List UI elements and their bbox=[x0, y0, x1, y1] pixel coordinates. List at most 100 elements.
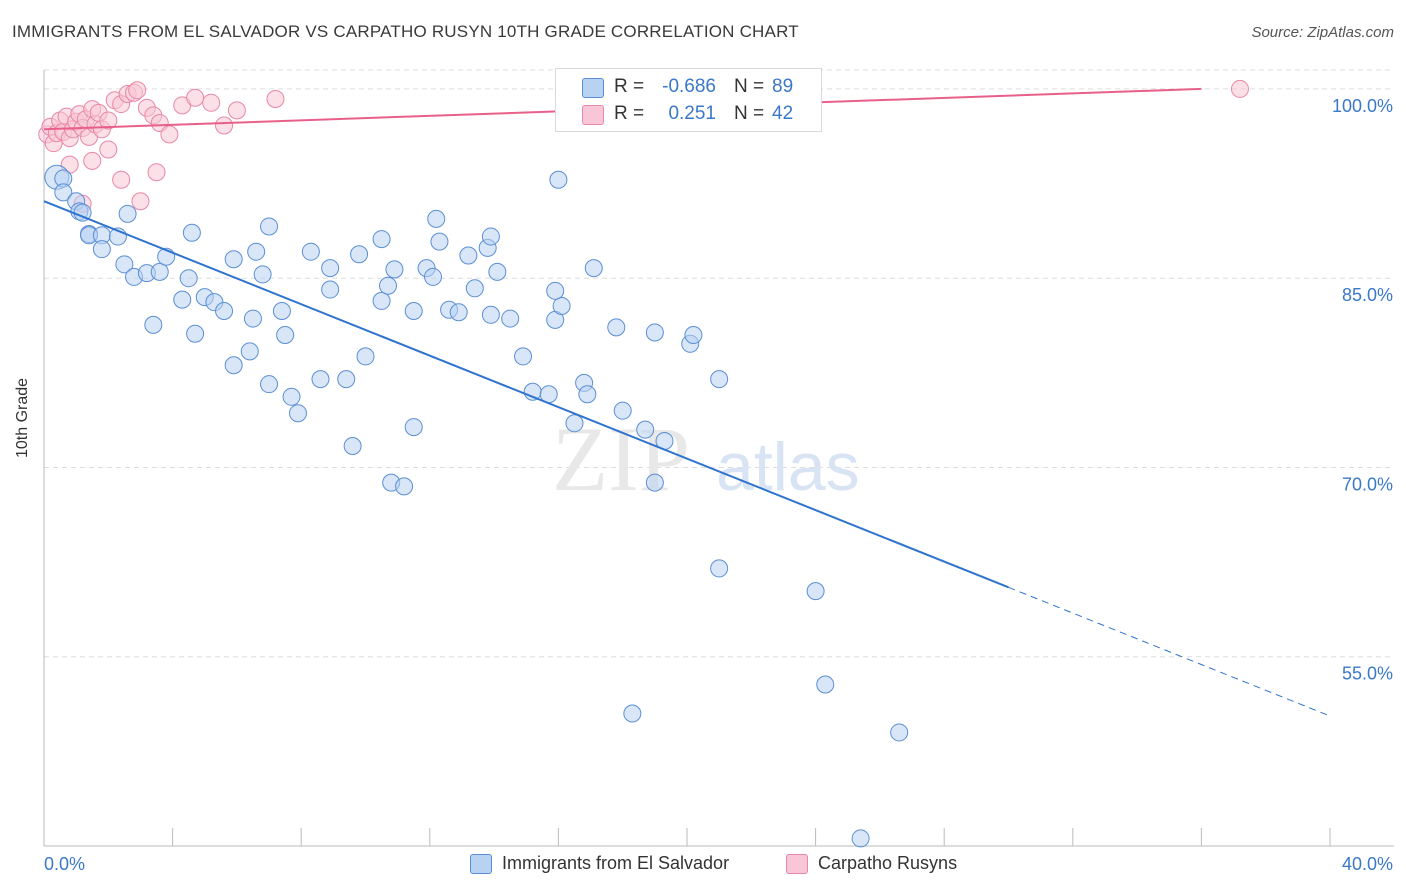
trend-lines bbox=[43, 87, 1331, 717]
data-point-el-salvador bbox=[272, 302, 291, 321]
data-point-el-salvador bbox=[186, 324, 205, 343]
legend-n-value: 89 bbox=[772, 76, 794, 97]
data-point-el-salvador bbox=[179, 269, 198, 288]
data-point-carpatho-rusyns bbox=[112, 170, 131, 189]
data-point-el-salvador bbox=[343, 437, 362, 456]
legend-row-pink: R = 0.251 N = 42 bbox=[556, 100, 821, 128]
y-tick-label: 85.0% bbox=[1342, 285, 1393, 305]
source-label: Source: ZipAtlas.com bbox=[1251, 24, 1394, 41]
data-point-el-salvador bbox=[224, 250, 243, 269]
data-point-el-salvador bbox=[404, 302, 423, 321]
legend-n-label: N = bbox=[734, 76, 765, 97]
data-point-el-salvador bbox=[282, 387, 301, 406]
data-point-el-salvador bbox=[224, 356, 243, 375]
legend-swatch-pink bbox=[786, 854, 808, 874]
data-point-el-salvador bbox=[501, 309, 520, 328]
x-tick-label: 0.0% bbox=[44, 854, 85, 874]
data-point-el-salvador bbox=[645, 323, 664, 342]
data-point-el-salvador bbox=[350, 245, 369, 264]
data-point-el-salvador bbox=[301, 242, 320, 261]
data-point-el-salvador bbox=[260, 375, 279, 394]
axes bbox=[43, 70, 1394, 847]
data-point-carpatho-rusyns bbox=[227, 101, 246, 120]
data-point-carpatho-rusyns bbox=[186, 88, 205, 107]
data-point-el-salvador bbox=[144, 315, 163, 334]
data-point-el-salvador bbox=[427, 209, 446, 228]
data-point-el-salvador bbox=[578, 385, 597, 404]
data-point-carpatho-rusyns bbox=[99, 111, 118, 130]
pink-points bbox=[38, 79, 1249, 213]
data-point-el-salvador bbox=[481, 227, 500, 246]
data-point-el-salvador bbox=[150, 262, 169, 281]
data-point-el-salvador bbox=[321, 280, 340, 299]
legend-n-label: N = bbox=[734, 103, 765, 124]
data-point-el-salvador bbox=[215, 302, 234, 321]
data-point-carpatho-rusyns bbox=[128, 81, 147, 100]
watermark-atlas: atlas bbox=[716, 429, 860, 505]
data-point-el-salvador bbox=[311, 370, 330, 389]
data-point-el-salvador bbox=[182, 223, 201, 242]
data-point-carpatho-rusyns bbox=[147, 163, 166, 182]
data-point-el-salvador bbox=[890, 723, 909, 742]
data-point-el-salvador bbox=[253, 265, 272, 284]
data-point-el-salvador bbox=[372, 291, 391, 310]
data-point-el-salvador bbox=[613, 401, 632, 420]
data-point-el-salvador bbox=[584, 259, 603, 278]
data-point-el-salvador bbox=[552, 296, 571, 315]
legend-item-carpatho-rusyns: Carpatho Rusyns bbox=[786, 852, 986, 876]
data-point-el-salvador bbox=[710, 559, 729, 578]
data-point-el-salvador bbox=[549, 170, 568, 189]
data-point-el-salvador bbox=[684, 325, 703, 344]
legend-r-value: 0.251 bbox=[668, 103, 716, 124]
y-tick-label: 70.0% bbox=[1342, 474, 1393, 494]
data-point-el-salvador bbox=[430, 232, 449, 251]
legend-n-value: 42 bbox=[772, 103, 794, 124]
data-point-carpatho-rusyns bbox=[215, 116, 234, 135]
data-point-el-salvador bbox=[806, 582, 825, 601]
tick-labels: 55.0% 70.0% 85.0% 100.0% 0.0% 40.0% bbox=[44, 96, 1393, 874]
legend-r-label: R = bbox=[614, 103, 645, 124]
data-point-el-salvador bbox=[816, 675, 835, 694]
legend-swatch-blue bbox=[582, 78, 604, 98]
correlation-legend: R = -0.686 N = 89 R = 0.251 N = 42 bbox=[555, 68, 822, 132]
trend-line-el-salvador bbox=[43, 200, 1009, 589]
data-point-el-salvador bbox=[385, 260, 404, 279]
legend-swatch-blue bbox=[470, 854, 492, 874]
data-point-el-salvador bbox=[173, 290, 192, 309]
data-point-el-salvador bbox=[337, 370, 356, 389]
data-point-carpatho-rusyns bbox=[160, 125, 179, 144]
data-point-el-salvador bbox=[395, 477, 414, 496]
data-point-el-salvador bbox=[636, 420, 655, 439]
data-point-el-salvador bbox=[424, 267, 443, 286]
x-tick-label: 40.0% bbox=[1342, 854, 1393, 874]
data-point-el-salvador bbox=[115, 255, 134, 274]
data-point-el-salvador bbox=[288, 404, 307, 423]
data-point-el-salvador bbox=[240, 342, 259, 361]
data-point-el-salvador bbox=[372, 230, 391, 249]
legend-label: Immigrants from El Salvador bbox=[502, 853, 730, 873]
data-point-el-salvador bbox=[488, 262, 507, 281]
data-point-el-salvador bbox=[379, 276, 398, 295]
data-point-el-salvador bbox=[54, 183, 73, 202]
data-point-el-salvador bbox=[645, 473, 664, 492]
data-point-el-salvador bbox=[459, 246, 478, 265]
data-point-carpatho-rusyns bbox=[202, 93, 221, 112]
data-point-el-salvador bbox=[356, 347, 375, 366]
data-point-el-salvador bbox=[607, 318, 626, 337]
data-point-el-salvador bbox=[514, 347, 533, 366]
data-point-el-salvador bbox=[247, 242, 266, 261]
legend-label: Carpatho Rusyns bbox=[818, 853, 958, 873]
data-point-el-salvador bbox=[565, 414, 584, 433]
data-point-el-salvador bbox=[465, 279, 484, 298]
legend-r-value: -0.686 bbox=[662, 76, 716, 97]
data-point-el-salvador bbox=[449, 303, 468, 322]
legend-swatch-pink bbox=[582, 105, 604, 125]
data-point-el-salvador bbox=[404, 418, 423, 437]
data-point-el-salvador bbox=[260, 217, 279, 236]
legend-row-blue: R = -0.686 N = 89 bbox=[556, 73, 821, 101]
trend-line-el-salvador-extension bbox=[1008, 586, 1331, 717]
chart-title: IMMIGRANTS FROM EL SALVADOR VS CARPATHO … bbox=[12, 22, 799, 41]
data-point-el-salvador bbox=[546, 281, 565, 300]
blue-points bbox=[44, 164, 909, 848]
